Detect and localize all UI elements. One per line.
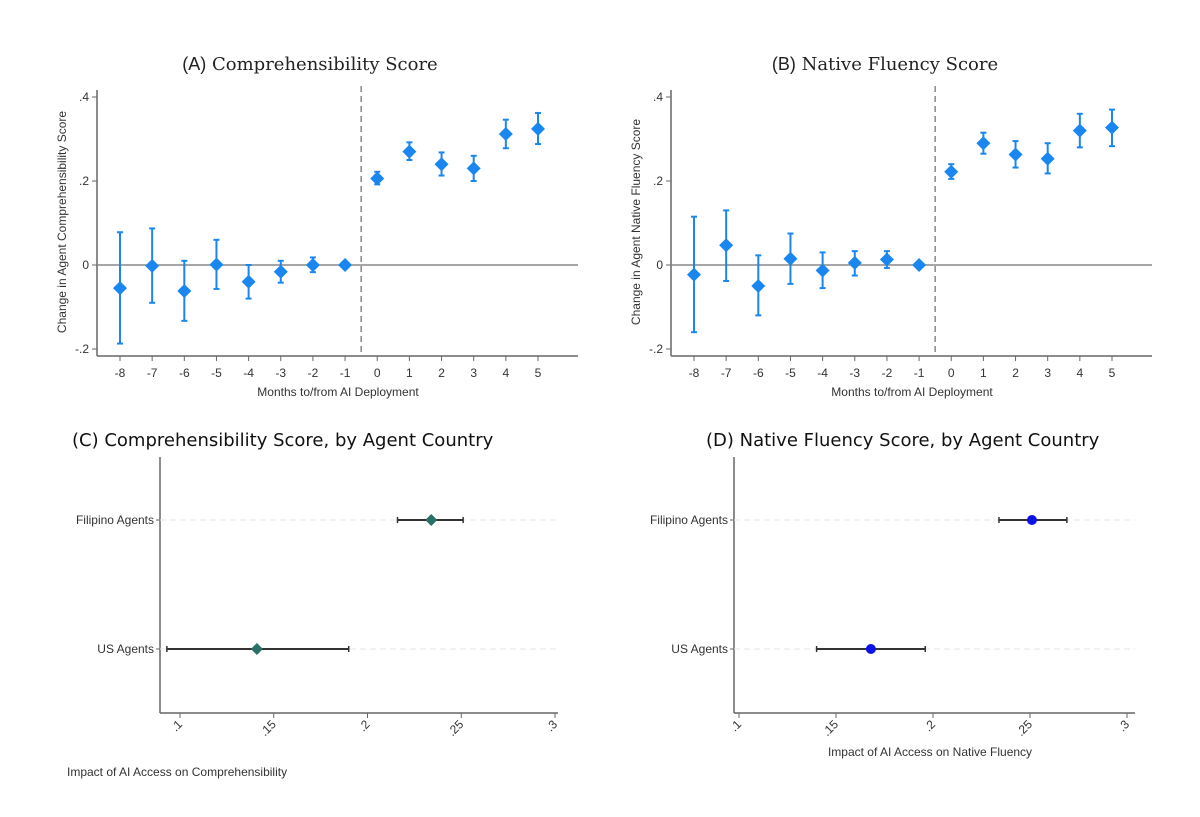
- x-tick-label: -4: [817, 366, 828, 380]
- point-estimate-diamond: [976, 136, 991, 151]
- point-estimate-diamond: [1008, 147, 1023, 162]
- point-estimate-circle: [1026, 515, 1037, 525]
- point-estimate-diamond: [944, 164, 959, 179]
- x-tick-label: -4: [243, 366, 254, 380]
- x-tick-label: .1: [168, 717, 185, 734]
- y-tick-label: -.2: [75, 342, 89, 356]
- category-label: US Agents: [97, 642, 154, 656]
- point-estimate-diamond: [783, 251, 798, 266]
- x-tick-label: .15: [819, 717, 841, 739]
- y-tick-label: .2: [79, 174, 89, 188]
- x-tick-label: 2: [1012, 366, 1019, 380]
- point-estimate-diamond: [113, 281, 127, 296]
- x-tick-label: 1: [406, 366, 413, 380]
- panel-a-xlabel: Months to/from AI Deployment: [257, 385, 419, 399]
- x-tick-label: .25: [1013, 717, 1035, 739]
- point-estimate-diamond: [145, 258, 160, 273]
- panel-a-ylabel: Change in Agent Comprehensibility Score: [55, 111, 69, 333]
- x-tick-label: .2: [921, 717, 938, 734]
- x-tick-label: -1: [340, 366, 351, 380]
- x-tick-label: 4: [1077, 366, 1084, 380]
- x-tick-label: 3: [1044, 366, 1051, 380]
- x-tick-label: 3: [470, 366, 477, 380]
- point-estimate-diamond: [273, 264, 288, 279]
- point-estimate-diamond: [209, 257, 224, 272]
- x-tick-label: .3: [543, 717, 560, 734]
- point-estimate-diamond: [879, 252, 894, 267]
- y-tick-label: .2: [653, 174, 663, 188]
- point-estimate-diamond: [498, 126, 513, 141]
- point-estimate-diamond: [434, 157, 449, 172]
- x-tick-label: 0: [374, 366, 381, 380]
- x-tick-label: .2: [356, 717, 373, 734]
- point-estimate-diamond: [815, 263, 830, 278]
- y-tick-label: 0: [656, 258, 663, 272]
- point-estimate-diamond: [687, 267, 701, 282]
- point-estimate-diamond: [1072, 123, 1087, 138]
- point-estimate-diamond: [531, 121, 545, 136]
- point-estimate-circle: [865, 644, 876, 654]
- x-tick-label: -6: [179, 366, 190, 380]
- point-estimate-diamond: [425, 514, 438, 526]
- x-tick-label: -1: [914, 366, 925, 380]
- x-tick-label: .15: [257, 717, 279, 739]
- x-tick-label: 1: [980, 366, 987, 380]
- category-label: US Agents: [671, 642, 728, 656]
- point-estimate-diamond: [719, 238, 734, 253]
- x-tick-label: 0: [948, 366, 955, 380]
- y-tick-label: .4: [79, 90, 89, 104]
- x-tick-label: -5: [785, 366, 796, 380]
- x-tick-label: -6: [753, 366, 764, 380]
- x-tick-label: 2: [438, 366, 445, 380]
- x-tick-label: -3: [849, 366, 860, 380]
- x-tick-label: 5: [535, 366, 542, 380]
- x-tick-label: .3: [1115, 717, 1132, 734]
- point-estimate-diamond: [305, 258, 320, 272]
- point-estimate-diamond: [466, 161, 481, 176]
- x-tick-label: .1: [727, 717, 744, 734]
- panel-b-ylabel: Change in Agent Native Fluency Score: [629, 119, 643, 325]
- x-tick-label: 4: [503, 366, 510, 380]
- x-tick-label: -7: [721, 366, 732, 380]
- point-estimate-diamond: [402, 144, 417, 159]
- point-estimate-diamond: [250, 643, 263, 655]
- point-estimate-diamond: [1040, 151, 1055, 166]
- y-tick-label: .4: [653, 90, 663, 104]
- x-tick-label: -8: [115, 366, 126, 380]
- point-estimate-diamond: [1105, 120, 1119, 135]
- point-estimate-diamond: [751, 279, 766, 293]
- x-tick-label: 5: [1109, 366, 1116, 380]
- point-estimate-diamond: [177, 284, 192, 299]
- point-estimate-diamond: [338, 258, 353, 272]
- point-estimate-diamond: [241, 274, 256, 289]
- y-tick-label: -.2: [649, 342, 663, 356]
- point-estimate-diamond: [370, 171, 385, 186]
- x-tick-label: -3: [275, 366, 286, 380]
- panel-a-plot: -.2 0 .2 .4 -8 -7 -6 -5 -4 -3 -2 -1 0 1 2 3 4 5: [75, 86, 578, 380]
- panel-b-xlabel: Months to/from AI Deployment: [831, 385, 993, 399]
- x-tick-label: -2: [882, 366, 893, 380]
- x-tick-label: .25: [445, 717, 467, 739]
- panel-d-xlabel: Impact of AI Access on Native Fluency: [828, 745, 1032, 759]
- point-estimate-diamond: [847, 255, 862, 270]
- y-tick-label: 0: [82, 258, 89, 272]
- x-tick-label: -8: [689, 366, 700, 380]
- panel-b-plot: -.2 0 .2 .4 -8 -7 -6 -5 -4 -3 -2 -1 0 1 2 3 4 5: [649, 86, 1152, 380]
- category-label: Filipino Agents: [76, 513, 154, 527]
- x-tick-label: -5: [211, 366, 222, 380]
- panel-a-title: (A) Comprehensibility Score: [182, 54, 437, 75]
- x-tick-label: -7: [147, 366, 158, 380]
- panel-c-xlabel: Impact of AI Access on Comprehensibility: [67, 765, 287, 779]
- category-label: Filipino Agents: [650, 513, 728, 527]
- panel-c-title: (C) Comprehensibility Score, by Agent Co…: [72, 430, 494, 451]
- panel-d-plot: .1 .15 .2 .25 .3 Filipino Agents US Agents: [650, 457, 1135, 739]
- panel-c-plot: .1 .15 .2 .25 .3 Filipino Agents US Agents: [76, 457, 560, 739]
- x-tick-label: -2: [308, 366, 319, 380]
- point-estimate-diamond: [912, 258, 927, 272]
- panel-b-title: (B) Native Fluency Score: [772, 54, 998, 75]
- panel-d-title: (D) Native Fluency Score, by Agent Count…: [706, 430, 1100, 451]
